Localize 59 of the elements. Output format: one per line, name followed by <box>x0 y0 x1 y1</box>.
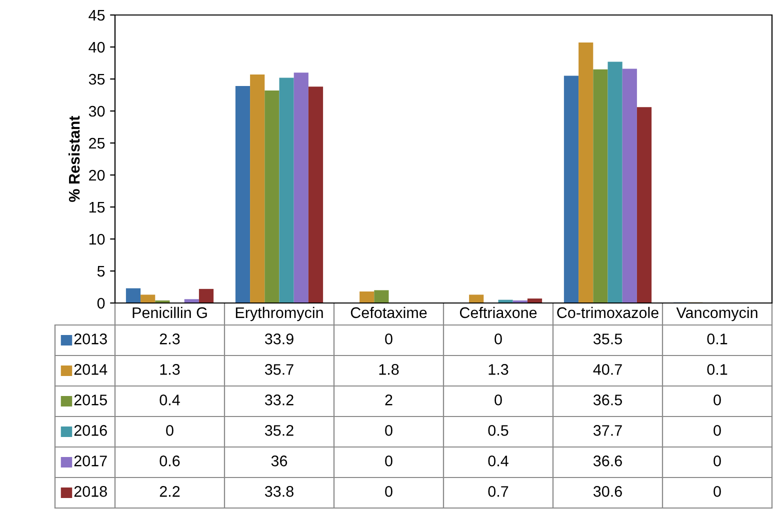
data-label: 0 <box>714 486 721 497</box>
data-label: 0 <box>385 486 392 497</box>
data-label: 0 <box>166 425 174 436</box>
data-label: 0 <box>385 334 392 344</box>
x-tick-label: Ceftriaxone <box>460 306 537 318</box>
y-tick-label: 0 <box>97 298 105 309</box>
data-label: 35.5 <box>593 334 622 344</box>
y-tick-label: 15 <box>89 202 105 213</box>
data-label: 0 <box>714 425 721 436</box>
y-axis-title: % Resistant <box>68 116 80 202</box>
data-label: 1.3 <box>488 364 508 375</box>
x-tick-label: Co-trimoxazole <box>557 306 658 318</box>
data-label: 0 <box>385 425 392 436</box>
data-label: 0.4 <box>160 394 180 406</box>
legend-label: 2018 <box>74 486 107 497</box>
y-tick-label: 30 <box>88 106 105 117</box>
x-tick-label: Penicillin G <box>132 306 207 318</box>
legend-label: 2016 <box>74 425 107 436</box>
data-label: 0.6 <box>160 456 180 466</box>
data-label: 36.5 <box>593 394 622 406</box>
data-label: 35.7 <box>264 364 294 375</box>
y-tick-label: 35 <box>88 74 105 85</box>
y-tick-label: 20 <box>89 170 105 181</box>
x-tick-label: Erythromycin <box>236 306 323 322</box>
y-tick-label: 25 <box>89 138 105 149</box>
data-label: 36.6 <box>593 456 622 466</box>
y-tick-label: 40 <box>88 42 105 53</box>
data-label: 0.1 <box>707 364 728 375</box>
data-label: 40.7 <box>593 364 622 375</box>
data-label: 1.8 <box>379 364 399 375</box>
data-label: 2.3 <box>160 334 180 344</box>
y-tick-label: 10 <box>89 234 105 245</box>
data-label: 33.9 <box>264 334 294 344</box>
data-label: 0 <box>385 456 392 466</box>
data-label: 0.1 <box>707 334 728 344</box>
y-tick-label: 5 <box>97 266 105 277</box>
legend-label: 2015 <box>74 394 107 406</box>
data-label: 1.3 <box>160 364 180 375</box>
data-label: 0.5 <box>488 425 508 436</box>
data-label: 36 <box>271 456 288 466</box>
data-label: 0 <box>714 394 721 406</box>
data-label: 33.2 <box>264 394 294 406</box>
legend-label: 2017 <box>74 456 107 466</box>
legend-label: 2013 <box>74 334 107 344</box>
data-label: 2 <box>385 394 392 406</box>
data-label: 30.6 <box>593 486 622 497</box>
data-label: 0 <box>714 456 721 466</box>
data-label: 0.4 <box>488 456 508 466</box>
data-label: 0 <box>494 334 502 344</box>
data-label: 37.7 <box>593 425 622 436</box>
data-label: 2.2 <box>160 486 180 497</box>
x-tick-label: Cefotaxime <box>350 306 427 318</box>
data-label: 0 <box>494 394 502 406</box>
data-label: 33.8 <box>264 486 294 497</box>
y-tick-label: 45 <box>88 10 105 21</box>
legend-label: 2014 <box>74 364 108 375</box>
x-tick-label: Vancomycin <box>676 306 758 322</box>
data-label: 35.2 <box>264 425 294 436</box>
data-label: 0.7 <box>488 486 508 497</box>
